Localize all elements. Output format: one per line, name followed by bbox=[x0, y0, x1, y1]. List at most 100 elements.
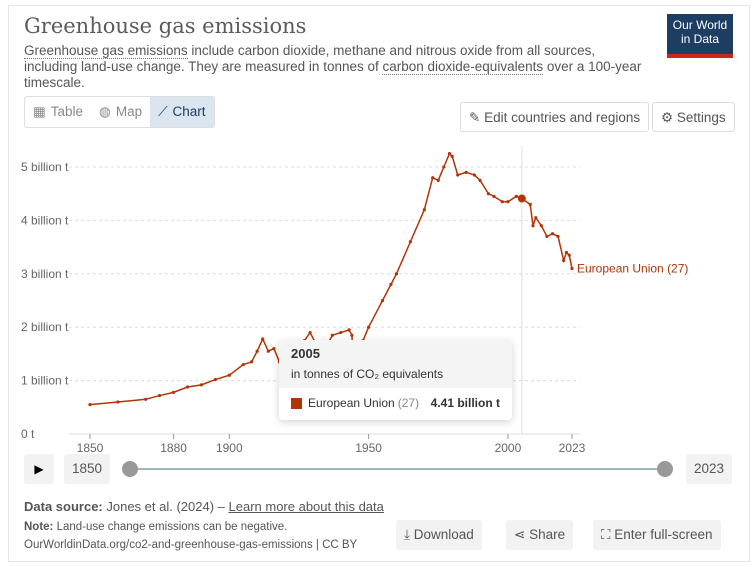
gear-icon: ⚙ bbox=[661, 110, 677, 125]
tooltip-value: 4.41 billion t bbox=[430, 396, 500, 410]
co2e-link[interactable]: carbon dioxide-equivalents bbox=[382, 59, 544, 75]
data-point bbox=[570, 266, 574, 271]
x-tick-label: 1950 bbox=[355, 441, 382, 455]
tab-map[interactable]: ◍ Map bbox=[91, 97, 150, 127]
subtitle-text: include carbon dioxide, methane and nitr… bbox=[24, 43, 596, 74]
y-tick-label: 1 billion t bbox=[21, 374, 69, 388]
settings-button[interactable]: ⚙ Settings bbox=[652, 102, 735, 132]
data-point bbox=[464, 170, 468, 174]
data-point bbox=[116, 400, 120, 404]
data-point bbox=[272, 346, 276, 351]
data-point bbox=[442, 165, 446, 169]
series-label: European Union (27) bbox=[577, 261, 688, 275]
pencil-icon: ✎ bbox=[469, 110, 485, 125]
data-point bbox=[514, 194, 518, 198]
data-point bbox=[261, 337, 265, 341]
data-point bbox=[227, 373, 231, 377]
play-icon: ▶ bbox=[34, 462, 44, 476]
data-point bbox=[492, 194, 496, 198]
data-point bbox=[472, 173, 477, 177]
download-button[interactable]: ⤓ Download bbox=[396, 520, 482, 550]
data-point bbox=[249, 360, 254, 364]
data-point bbox=[394, 272, 399, 276]
source-label: Data source: bbox=[24, 499, 103, 514]
expand-icon: ⛶ bbox=[601, 527, 615, 542]
timeline-track[interactable] bbox=[129, 468, 665, 470]
tab-label: Table bbox=[50, 104, 84, 119]
y-tick-label: 0 t bbox=[21, 427, 35, 441]
data-point bbox=[144, 397, 148, 401]
button-label: Settings bbox=[676, 110, 726, 125]
data-point bbox=[158, 393, 162, 398]
data-point bbox=[539, 224, 543, 228]
data-point bbox=[422, 208, 426, 212]
source-url[interactable]: OurWorldinData.org/co2-and-greenhouse-ga… bbox=[24, 539, 358, 551]
share-button[interactable]: ⋖ Share bbox=[506, 520, 574, 550]
start-handle[interactable] bbox=[122, 461, 138, 477]
tab-table[interactable]: ▦ Table bbox=[25, 97, 91, 127]
subtitle-text-2: over a 100-year timescale. bbox=[24, 59, 642, 90]
tab-label: Chart bbox=[172, 104, 206, 119]
line-chart-icon: ⟋ bbox=[158, 104, 168, 119]
data-point bbox=[266, 349, 270, 353]
chart-frame: Greenhouse gas emissions Greenhouse gas … bbox=[8, 5, 750, 562]
button-label: Enter full-screen bbox=[614, 527, 713, 542]
x-tick-label: 1850 bbox=[77, 441, 104, 455]
note-label: Note: bbox=[24, 521, 54, 533]
end-year-label[interactable]: 2023 bbox=[686, 454, 733, 484]
data-point bbox=[506, 200, 510, 204]
edit-countries-button[interactable]: ✎ Edit countries and regions bbox=[460, 102, 650, 132]
data-point bbox=[456, 173, 460, 177]
data-point bbox=[556, 234, 560, 239]
start-year-label[interactable]: 1850 bbox=[64, 454, 111, 484]
data-point bbox=[517, 194, 526, 203]
fullscreen-button[interactable]: ⛶ Enter full-screen bbox=[593, 520, 721, 550]
data-point bbox=[408, 240, 413, 244]
data-point bbox=[500, 200, 504, 204]
data-point bbox=[567, 253, 571, 257]
data-point bbox=[534, 216, 538, 220]
note-text: Land-use change emissions can be negativ… bbox=[53, 521, 288, 533]
tooltip-count: (27) bbox=[397, 396, 420, 410]
data-point bbox=[447, 152, 452, 156]
x-tick-label: 2000 bbox=[495, 441, 522, 455]
data-point bbox=[564, 250, 569, 255]
data-point bbox=[380, 298, 385, 303]
learn-more-link[interactable]: Learn more about this data bbox=[228, 499, 384, 514]
data-point bbox=[436, 178, 440, 182]
chart-subtitle: Greenhouse gas emissions include carbon … bbox=[24, 43, 644, 91]
download-icon: ⤓ bbox=[404, 527, 414, 542]
data-point bbox=[199, 383, 204, 387]
chart-title: Greenhouse gas emissions bbox=[24, 14, 307, 38]
y-tick-label: 2 billion t bbox=[21, 320, 69, 334]
data-point bbox=[367, 325, 371, 329]
end-handle[interactable] bbox=[657, 461, 673, 477]
tooltip-year: 2005 bbox=[291, 346, 320, 361]
data-point bbox=[450, 154, 454, 158]
data-point bbox=[531, 224, 535, 228]
tooltip-entity: European Union bbox=[308, 396, 395, 410]
legend-swatch bbox=[291, 397, 302, 409]
tooltip-unit: in tonnes of CO₂ equivalents bbox=[291, 367, 444, 381]
data-point bbox=[350, 333, 354, 337]
data-point bbox=[347, 328, 351, 332]
tooltip: 2005 in tonnes of CO₂ equivalents Europea… bbox=[279, 340, 512, 420]
data-point bbox=[171, 390, 176, 394]
button-label: Share bbox=[529, 527, 566, 542]
ghg-link[interactable]: Greenhouse gas emissions bbox=[24, 43, 188, 59]
data-point bbox=[562, 258, 566, 263]
line-chart[interactable]: 0 t 1 billion t 2 billion t 3 billion t 4 bi… bbox=[9, 126, 749, 456]
play-button[interactable]: ▶ bbox=[24, 454, 54, 484]
data-point bbox=[528, 202, 532, 206]
view-tabs: ▦ Table ◍ Map ⟋ Chart bbox=[24, 96, 215, 128]
data-point bbox=[308, 330, 312, 335]
data-point bbox=[330, 333, 334, 337]
data-point bbox=[545, 234, 549, 239]
x-tick-label: 1880 bbox=[160, 441, 187, 455]
data-point bbox=[339, 330, 343, 335]
tab-chart[interactable]: ⟋ Chart bbox=[150, 97, 214, 127]
owid-logo[interactable]: Our World in Data bbox=[667, 14, 733, 58]
data-point bbox=[255, 349, 259, 353]
data-point bbox=[241, 362, 245, 367]
data-point bbox=[213, 377, 217, 382]
